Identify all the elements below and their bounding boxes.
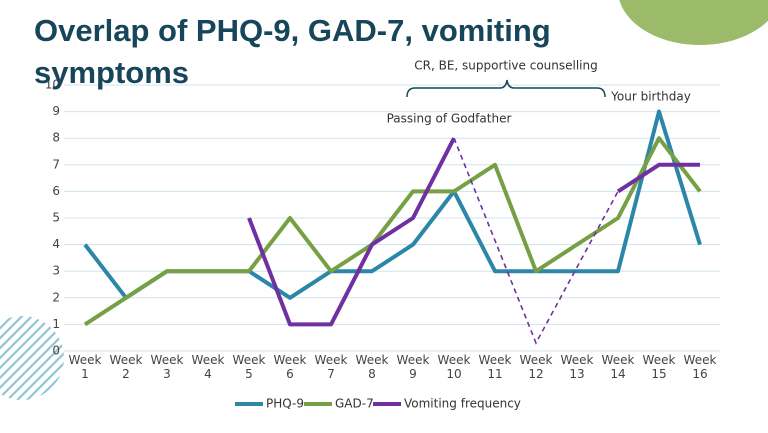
x-tick-label: Week 7 bbox=[314, 353, 348, 381]
legend-label: GAD-7 bbox=[335, 397, 374, 411]
x-tick-label: Week 2 bbox=[109, 353, 143, 381]
x-tick-label: Week 12 bbox=[519, 353, 553, 381]
x-tick-label: Week 1 bbox=[68, 353, 102, 381]
chart-title: Overlap of PHQ-9, GAD-7, vomiting sympto… bbox=[34, 13, 551, 90]
y-tick-label: 2 bbox=[52, 290, 60, 304]
x-tick-label: Week 15 bbox=[642, 353, 676, 381]
x-tick-label: Week 4 bbox=[191, 353, 225, 381]
x-tick-label: Week 3 bbox=[150, 353, 184, 381]
y-tick-label: 5 bbox=[52, 211, 60, 225]
y-tick-label: 0 bbox=[52, 344, 60, 358]
x-tick-label: Week 11 bbox=[478, 353, 512, 381]
x-tick-label: Week 5 bbox=[232, 353, 266, 381]
y-tick-label: 1 bbox=[52, 317, 60, 331]
brace bbox=[406, 79, 606, 98]
decor-circle bbox=[619, 0, 768, 45]
x-tick-label: Week 13 bbox=[560, 353, 594, 381]
annotation: Passing of Godfather bbox=[387, 112, 512, 126]
x-tick-label: Week 10 bbox=[437, 353, 471, 381]
x-tick-label: Week 16 bbox=[683, 353, 717, 381]
annotation: Your birthday bbox=[610, 90, 691, 104]
x-tick-label: Week 9 bbox=[396, 353, 430, 381]
x-tick-label: Week 14 bbox=[601, 353, 635, 381]
x-tick-label: Week 6 bbox=[273, 353, 307, 381]
legend-label: PHQ-9 bbox=[266, 397, 304, 411]
y-tick-label: 4 bbox=[52, 237, 60, 251]
y-tick-label: 10 bbox=[45, 78, 60, 92]
y-tick-label: 6 bbox=[52, 184, 60, 198]
series-line bbox=[247, 137, 700, 327]
y-tick-label: 8 bbox=[52, 131, 60, 145]
series-line bbox=[83, 136, 702, 327]
annotation: CR, BE, supportive counselling bbox=[414, 59, 598, 73]
y-tick-label: 9 bbox=[52, 104, 60, 118]
x-tick-label: Week 8 bbox=[355, 353, 389, 381]
gap-line bbox=[453, 137, 619, 345]
legend-label: Vomiting frequency bbox=[404, 397, 521, 411]
y-tick-label: 7 bbox=[52, 157, 60, 171]
y-tick-label: 3 bbox=[52, 264, 60, 278]
